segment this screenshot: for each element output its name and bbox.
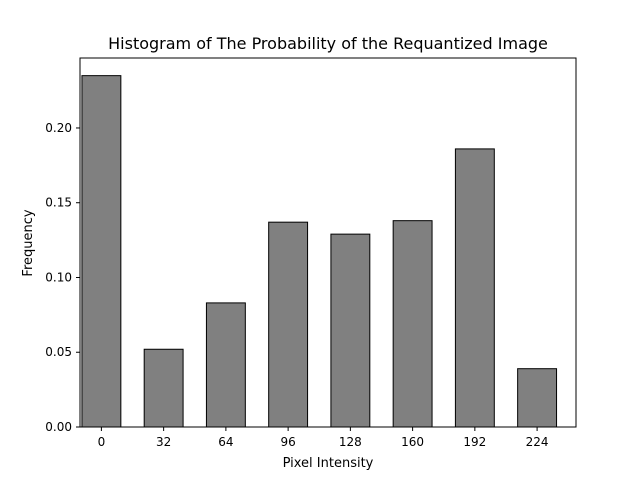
x-axis-label: Pixel Intensity <box>283 456 374 471</box>
bar-96 <box>268 221 309 428</box>
bar-224 <box>517 368 558 428</box>
y-tick-label-0.10: 0.10 <box>45 270 72 284</box>
x-tick-label-224: 224 <box>526 435 549 449</box>
bar-32 <box>143 348 184 428</box>
y-tick-label-0.05: 0.05 <box>45 345 72 359</box>
x-tick-label-192: 192 <box>463 435 486 449</box>
y-tick-label-0.15: 0.15 <box>45 196 72 210</box>
y-tick-label-0.00: 0.00 <box>45 420 72 434</box>
y-tick-label-0.20: 0.20 <box>45 121 72 135</box>
bar-64 <box>205 302 246 428</box>
axes-layer <box>79 57 577 428</box>
x-tick-label-64: 64 <box>218 435 233 449</box>
chart-title: Histogram of The Probability of the Requ… <box>108 34 548 53</box>
x-tick-label-32: 32 <box>156 435 171 449</box>
bar-192 <box>454 148 495 428</box>
ticks-layer: 0 32 64 96 128 160 192 224 0.00 0.05 0.10 0.15 0.20 <box>45 121 548 449</box>
bar-0 <box>81 75 122 428</box>
plot-frame <box>79 57 577 428</box>
bar-160 <box>392 220 433 428</box>
x-tick-label-96: 96 <box>280 435 295 449</box>
bars-layer <box>81 75 558 428</box>
bar-128 <box>330 233 371 428</box>
x-tick-label-128: 128 <box>339 435 362 449</box>
x-tick-label-0: 0 <box>98 435 106 449</box>
x-tick-label-160: 160 <box>401 435 424 449</box>
y-axis-label: Frequency <box>21 209 36 276</box>
